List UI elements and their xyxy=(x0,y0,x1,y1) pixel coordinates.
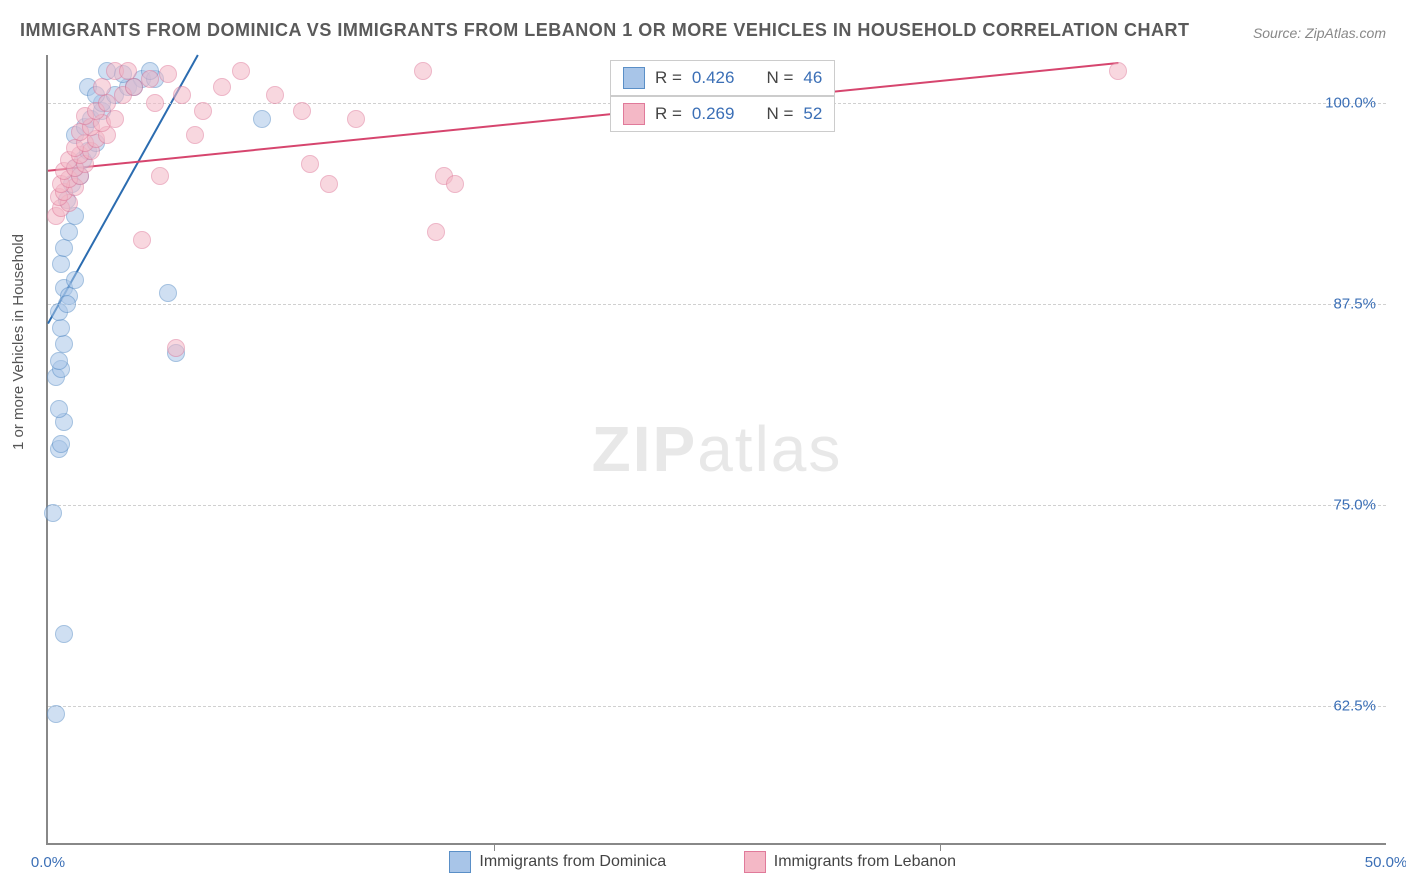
gridline xyxy=(48,706,1386,707)
n-value: 46 xyxy=(803,68,822,88)
scatter-point xyxy=(427,223,445,241)
scatter-point xyxy=(266,86,284,104)
r-value: 0.426 xyxy=(692,68,735,88)
scatter-point xyxy=(159,65,177,83)
trend-lines-layer xyxy=(48,55,1386,843)
scatter-point xyxy=(186,126,204,144)
correlation-stat-box: R = 0.269 N = 52 xyxy=(610,96,835,132)
chart-plot-area: ZIPatlas 62.5%75.0%87.5%100.0%0.0%50.0%R… xyxy=(46,55,1386,845)
scatter-point xyxy=(55,625,73,643)
r-label: R = xyxy=(655,68,682,88)
y-axis-label: 1 or more Vehicles in Household xyxy=(10,234,27,450)
scatter-point xyxy=(320,175,338,193)
scatter-point xyxy=(159,284,177,302)
y-tick-label: 62.5% xyxy=(1333,698,1376,715)
scatter-point xyxy=(52,255,70,273)
scatter-point xyxy=(213,78,231,96)
scatter-point xyxy=(146,94,164,112)
scatter-point xyxy=(194,102,212,120)
scatter-point xyxy=(253,110,271,128)
scatter-point xyxy=(1109,62,1127,80)
x-tick-label: 0.0% xyxy=(31,854,65,871)
scatter-point xyxy=(106,110,124,128)
scatter-point xyxy=(173,86,191,104)
series-swatch xyxy=(449,851,471,873)
chart-title: IMMIGRANTS FROM DOMINICA VS IMMIGRANTS F… xyxy=(20,20,1190,41)
scatter-point xyxy=(66,271,84,289)
y-tick-label: 100.0% xyxy=(1325,95,1376,112)
n-label: N = xyxy=(766,68,793,88)
x-tick-mark xyxy=(494,843,495,851)
scatter-point xyxy=(141,70,159,88)
r-value: 0.269 xyxy=(692,104,735,124)
y-tick-label: 87.5% xyxy=(1333,296,1376,313)
scatter-point xyxy=(47,705,65,723)
scatter-point xyxy=(93,78,111,96)
scatter-point xyxy=(58,295,76,313)
x-tick-label: 50.0% xyxy=(1365,854,1406,871)
scatter-point xyxy=(151,167,169,185)
scatter-point xyxy=(50,400,68,418)
correlation-stat-box: R = 0.426 N = 46 xyxy=(610,60,835,96)
scatter-point xyxy=(446,175,464,193)
x-tick-mark xyxy=(940,843,941,851)
scatter-point xyxy=(133,231,151,249)
legend-item: Immigrants from Dominica xyxy=(449,851,666,873)
y-tick-label: 75.0% xyxy=(1333,497,1376,514)
source-attribution: Source: ZipAtlas.com xyxy=(1253,25,1386,41)
scatter-point xyxy=(60,223,78,241)
legend-label: Immigrants from Dominica xyxy=(479,853,666,871)
scatter-point xyxy=(167,339,185,357)
scatter-point xyxy=(55,239,73,257)
scatter-point xyxy=(52,435,70,453)
scatter-point xyxy=(119,62,137,80)
scatter-point xyxy=(55,335,73,353)
legend-item: Immigrants from Lebanon xyxy=(744,851,956,873)
series-swatch xyxy=(623,67,645,89)
gridline xyxy=(48,505,1386,506)
scatter-point xyxy=(347,110,365,128)
scatter-point xyxy=(414,62,432,80)
r-label: R = xyxy=(655,104,682,124)
scatter-point xyxy=(232,62,250,80)
scatter-point xyxy=(52,319,70,337)
legend-label: Immigrants from Lebanon xyxy=(774,853,956,871)
gridline xyxy=(48,304,1386,305)
scatter-point xyxy=(50,352,68,370)
scatter-point xyxy=(301,155,319,173)
scatter-point xyxy=(44,504,62,522)
series-swatch xyxy=(623,103,645,125)
series-swatch xyxy=(744,851,766,873)
n-value: 52 xyxy=(803,104,822,124)
scatter-point xyxy=(293,102,311,120)
n-label: N = xyxy=(766,104,793,124)
